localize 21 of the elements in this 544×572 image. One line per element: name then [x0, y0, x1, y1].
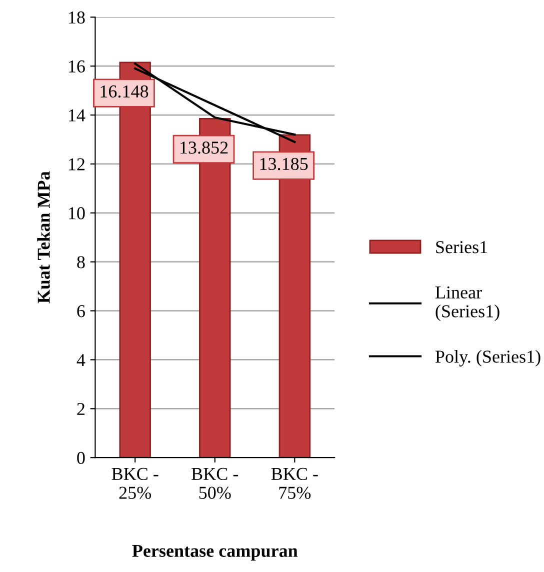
data-label: 13.185 [260, 158, 308, 170]
legend-label: Series1 [436, 241, 488, 254]
y-tick-label: 6 [77, 305, 85, 318]
x-tick-label: BKC - 25% [112, 468, 158, 499]
data-label: 16.148 [100, 85, 148, 98]
x-tick-label: BKC - 50% [192, 468, 238, 499]
y-tick-label: 0 [77, 452, 85, 464]
y-tick-label: 10 [69, 207, 85, 220]
x-axis-title: Persentase campuran [132, 544, 298, 561]
y-tick-label: 18 [69, 11, 85, 24]
x-tick-label: BKC - 75% [271, 468, 318, 499]
legend-label: Poly. (Series1) [435, 350, 540, 366]
legend-label: Linear (Series1) [435, 286, 500, 322]
y-tick-label: 8 [77, 256, 85, 268]
y-tick-label: 2 [77, 402, 84, 415]
y-tick-label: 4 [76, 354, 86, 366]
y-tick-label: 16 [69, 60, 85, 73]
y-tick-label: 12 [69, 158, 84, 170]
y-tick-label: 14 [69, 109, 86, 122]
data-label: 13.852 [180, 142, 228, 154]
y-axis-title: Kuat Tekan MPa [37, 171, 50, 304]
